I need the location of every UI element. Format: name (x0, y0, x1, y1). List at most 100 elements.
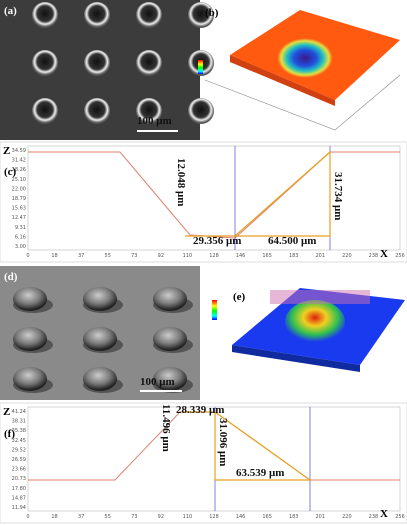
y-tick-label: 15.63 (12, 206, 26, 212)
dome-array (13, 287, 193, 393)
x-tick-label: 37 (78, 253, 84, 259)
annotation: 31.734 μm (332, 172, 344, 220)
panel-label: (e) (233, 291, 246, 303)
section-plane (270, 290, 370, 304)
x-tick-label: 92 (158, 253, 164, 259)
y-tick-label: 35.38 (12, 428, 26, 434)
annotation: 28.339 μm (176, 404, 224, 416)
measure-lines (180, 411, 312, 481)
x-tick-label: 18 (51, 253, 57, 259)
dome (13, 287, 47, 311)
y-tick-label: 11.94 (12, 505, 26, 511)
x-tick-label: 73 (131, 253, 137, 259)
pit (188, 2, 214, 28)
x-tick-label: 165 (262, 253, 272, 259)
x-tick-label: 183 (289, 514, 299, 520)
pit (84, 98, 110, 124)
y-tick-label: 9.31 (15, 225, 26, 231)
dome (83, 287, 117, 311)
pit (136, 2, 162, 28)
annotation: 31.096 μm (217, 418, 229, 466)
x-tick-label: 201 (316, 253, 326, 259)
y-tick-label: 29.52 (12, 447, 26, 453)
y-tick-label: 38.31 (12, 419, 26, 425)
dome (83, 367, 117, 391)
panel-label: (b) (205, 7, 219, 19)
x-tick-label: 110 (183, 514, 193, 520)
y-tick-label: 23.66 (12, 467, 26, 473)
measure-lines (185, 150, 331, 237)
panel-label: (f) (4, 428, 15, 440)
pit (32, 50, 58, 76)
x-tick-label: 92 (158, 514, 164, 520)
y-tick-label: 34.59 (12, 148, 26, 154)
plot-area (27, 406, 401, 512)
x-tick-label: 55 (105, 253, 111, 259)
panel-label: (c) (4, 166, 17, 178)
x-tick-label: 73 (131, 514, 137, 520)
pit (32, 98, 58, 124)
x-tick-label: 256 (395, 253, 405, 259)
panel-label: (a) (4, 5, 17, 17)
pit (188, 98, 214, 124)
z-axis-label: Z (3, 406, 10, 418)
x-tick-label: 55 (105, 514, 111, 520)
x-tick-label: 18 (51, 514, 57, 520)
y-tick-label: 22.00 (12, 186, 26, 192)
dome (153, 287, 187, 311)
color-bar (198, 60, 203, 74)
y-tick-label: 12.47 (12, 215, 26, 221)
profile-frame (0, 402, 407, 524)
y-tick-label: 41.24 (12, 409, 26, 415)
x-tick-label: 165 (262, 514, 272, 520)
annotation: 64.500 μm (268, 235, 316, 247)
pit-array (32, 2, 214, 124)
dome (153, 367, 187, 391)
y-tick-label: 32.45 (12, 438, 26, 444)
y-tick-label: 25.10 (12, 177, 26, 183)
dome (13, 327, 47, 351)
annotation: 63.539 μm (236, 467, 284, 479)
pit (84, 2, 110, 28)
dome (83, 327, 117, 351)
y-tick-label: 17.80 (12, 486, 26, 492)
y-tick-label: 18.79 (12, 196, 26, 202)
x-tick-label: 256 (395, 514, 405, 520)
surface-side (232, 345, 360, 372)
z-axis-label: Z (3, 145, 10, 157)
dome (153, 327, 187, 351)
x-tick-label: 128 (209, 253, 219, 259)
x-tick-label: 0 (26, 514, 29, 520)
x-tick-label: 0 (26, 253, 29, 259)
dome (13, 367, 47, 391)
crater (277, 38, 333, 78)
annotation: 12.048 μm (175, 158, 187, 206)
x-tick-label: 146 (236, 253, 246, 259)
pit (136, 50, 162, 76)
x-tick-label: 183 (289, 253, 299, 259)
x-tick-label: 146 (236, 514, 246, 520)
y-tick-label: 14.87 (12, 495, 26, 501)
x-tick-label: 238 (369, 514, 379, 520)
plot-area (27, 145, 401, 251)
panel-label: (d) (4, 271, 18, 283)
x-axis-label: X (380, 248, 388, 260)
x-tick-label: 110 (183, 253, 193, 259)
scale-bar-label: 100 μm (140, 376, 175, 388)
y-tick-label: 20.73 (12, 476, 26, 482)
pit (32, 2, 58, 28)
color-bar (212, 300, 217, 320)
y-tick-label: 3.00 (15, 244, 26, 250)
pit (136, 98, 162, 124)
x-tick-label: 220 (342, 514, 352, 520)
scale-bar-label: 100 μm (137, 115, 172, 127)
x-tick-label: 220 (342, 253, 352, 259)
profile-frame (0, 141, 407, 263)
pit (84, 50, 110, 76)
annotation: 11.496 μm (160, 404, 172, 452)
dome (285, 300, 345, 344)
y-tick-label: 6.16 (15, 234, 26, 240)
y-tick-label: 26.59 (12, 457, 26, 463)
x-axis-label: X (380, 508, 388, 520)
